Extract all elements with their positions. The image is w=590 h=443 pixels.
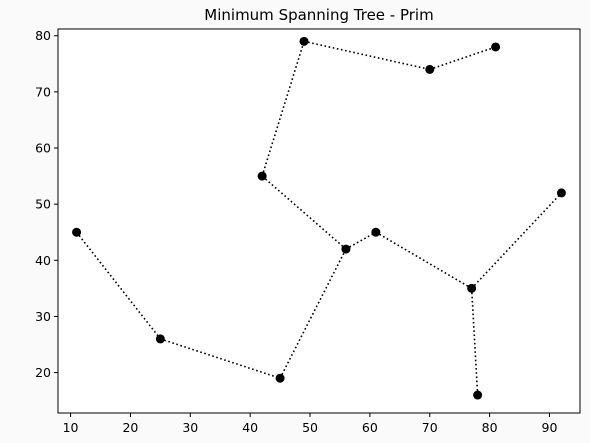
x-tick-label-70: 70 [422,420,438,435]
x-tick-label-30: 30 [182,420,198,435]
data-point-1 [155,334,165,344]
y-tick-label-70: 70 [35,84,51,99]
data-point-5 [299,36,309,46]
mst-edge-10 [471,192,563,289]
y-tick-label-30: 30 [35,309,51,324]
mst-edge-9 [470,288,479,396]
data-point-2 [275,373,285,383]
data-point-3 [341,244,351,254]
y-tick-label-20: 20 [35,365,51,380]
y-tick-label-40: 40 [35,253,51,268]
x-tick-label-20: 20 [122,420,138,435]
y-axis-ticks: 20 30 40 50 60 70 80 [35,28,58,380]
x-tick-label-60: 60 [362,420,378,435]
data-point-11 [556,188,566,198]
mst-edge-0 [75,231,161,340]
data-point-10 [473,390,483,400]
x-tick-label-90: 90 [542,420,558,435]
mst-edge-3 [261,175,347,250]
x-tick-label-10: 10 [63,420,79,435]
points-layer [72,36,566,400]
y-tick-label-80: 80 [35,28,51,43]
mst-edge-8 [375,231,473,290]
mst-edge-6 [429,46,496,71]
data-point-0 [72,227,82,237]
plot-area [57,28,581,414]
y-tick-label-50: 50 [35,197,51,212]
x-axis-ticks: 10 20 30 40 50 60 70 80 90 [63,413,558,435]
chart-title: Minimum Spanning Tree - Prim [204,6,433,24]
x-tick-label-40: 40 [242,420,258,435]
x-tick-label-50: 50 [302,420,318,435]
mst-edge-7 [345,231,377,250]
data-point-9 [467,283,477,293]
data-point-8 [371,227,381,237]
edges-layer [75,40,563,396]
data-point-7 [491,42,501,52]
mst-edge-1 [160,338,281,379]
mst-edge-5 [303,40,430,71]
x-tick-label-80: 80 [482,420,498,435]
data-point-6 [425,64,435,74]
y-tick-label-60: 60 [35,141,51,156]
mst-edge-2 [279,248,347,379]
data-point-4 [257,171,267,181]
